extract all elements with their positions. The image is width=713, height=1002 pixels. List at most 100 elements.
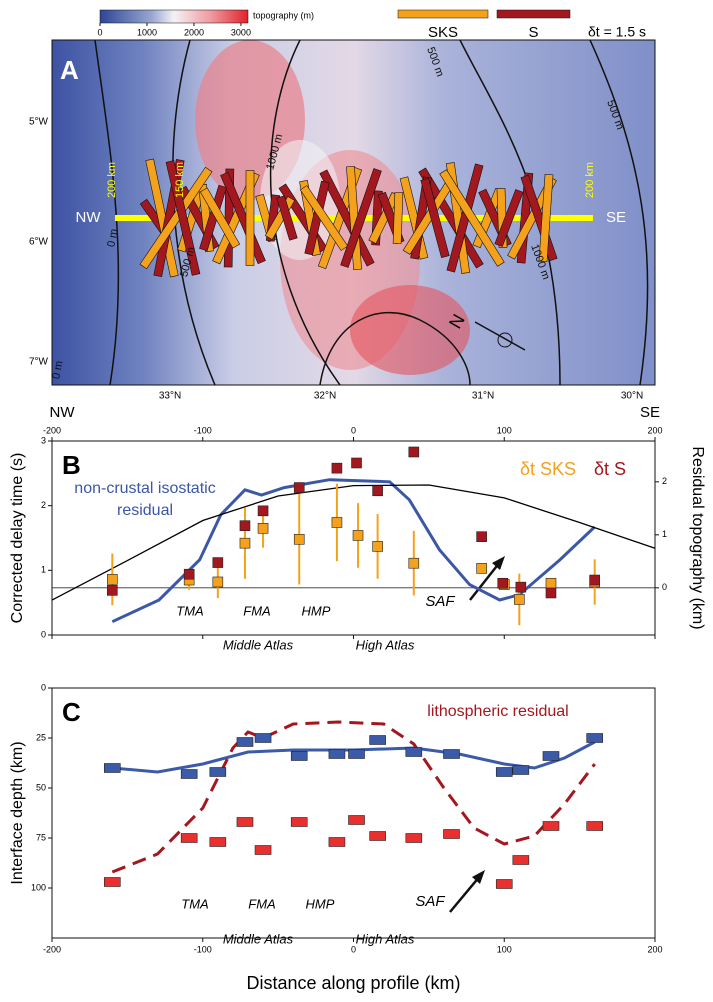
annotation: SAF <box>415 893 445 910</box>
marker <box>107 585 117 595</box>
y-tick-label: 1 <box>41 565 46 575</box>
annotation: High Atlas <box>356 931 415 946</box>
marker <box>210 838 226 847</box>
legend-label: SKS <box>428 24 458 41</box>
topography <box>350 285 470 375</box>
marker <box>107 574 117 584</box>
lon-label: 30°N <box>621 391 643 402</box>
colorbar-tick-label: 3000 <box>231 27 251 37</box>
panel-label: A <box>60 55 79 85</box>
legend-label: S <box>528 24 538 41</box>
colorbar <box>100 10 248 23</box>
direction-label: SE <box>640 404 660 421</box>
x-tick-label: -100 <box>194 944 212 954</box>
lon-label: 32°N <box>314 391 336 402</box>
marker <box>258 523 268 533</box>
annotation: HMP <box>306 896 335 911</box>
lon-label: 33°N <box>159 391 181 402</box>
marker <box>514 594 524 604</box>
annotation: FMA <box>243 603 270 618</box>
marker <box>181 770 197 779</box>
x-tick-label: 200 <box>647 425 662 435</box>
annotation: Middle Atlas <box>223 931 294 946</box>
line-series <box>112 722 594 872</box>
marker <box>294 483 304 493</box>
marker <box>513 766 529 775</box>
marker <box>332 463 342 473</box>
marker <box>213 577 223 587</box>
annotation: TMA <box>176 603 203 618</box>
marker <box>291 818 307 827</box>
distance-label: 200 km <box>106 162 118 198</box>
profile-end: NW <box>76 209 102 226</box>
map <box>52 40 655 385</box>
annotation: SAF <box>425 593 455 610</box>
marker <box>443 830 459 839</box>
y-axis-label: Interface depth (km) <box>9 741 26 884</box>
x-tick-label: 200 <box>647 944 662 954</box>
y-tick-label: 0 <box>41 682 46 692</box>
marker <box>406 834 422 843</box>
y-tick-label: 75 <box>36 832 46 842</box>
colorbar-tick-label: 2000 <box>184 27 204 37</box>
y-tick-label: 50 <box>36 782 46 792</box>
y-tick-label: 3 <box>41 435 46 445</box>
legend-label: δt SKS <box>520 459 576 479</box>
saf-arrow <box>450 876 480 912</box>
splitting-bar <box>393 192 403 243</box>
colorbar-tick-label: 0 <box>97 27 102 37</box>
x-tick-label: -100 <box>194 425 212 435</box>
x-axis-label: Distance along profile (km) <box>246 973 460 993</box>
marker <box>349 750 365 759</box>
x-tick-label: 0 <box>351 425 356 435</box>
lat-label: 7°W <box>29 357 49 368</box>
series-label: lithospheric residual <box>427 703 568 720</box>
marker <box>543 822 559 831</box>
y-tick-label: 25 <box>36 732 46 742</box>
marker <box>516 582 526 592</box>
annotation: HMP <box>302 603 331 618</box>
y-tick-label: 100 <box>31 882 46 892</box>
distance-label: 200 km <box>584 162 596 198</box>
marker <box>546 578 556 588</box>
marker <box>104 878 120 887</box>
page: {"map":{"panel_label":"A","colorbar":{"t… <box>0 0 713 1002</box>
marker <box>477 563 487 573</box>
marker <box>255 734 271 743</box>
distance-label: 150 km <box>174 162 186 198</box>
profile-end: SE <box>606 209 626 226</box>
marker <box>353 530 363 540</box>
marker <box>587 822 603 831</box>
marker <box>213 558 223 568</box>
marker <box>240 521 250 531</box>
series-label: non-crustal isostatic residual <box>70 478 220 522</box>
marker <box>181 834 197 843</box>
marker <box>373 541 383 551</box>
legend-swatch <box>398 10 488 18</box>
marker <box>590 575 600 585</box>
marker <box>329 750 345 759</box>
marker <box>104 764 120 773</box>
x-tick-label: 100 <box>497 944 512 954</box>
marker <box>406 748 422 757</box>
annotation: High Atlas <box>356 637 415 652</box>
marker <box>496 768 512 777</box>
marker <box>409 447 419 457</box>
annotation: Middle Atlas <box>223 637 294 652</box>
marker <box>255 846 271 855</box>
marker <box>237 818 253 827</box>
marker <box>496 880 512 889</box>
y-axis-label: Corrected delay time (s) <box>9 453 26 624</box>
lat-label: 5°W <box>29 117 49 128</box>
x-tick-label: 100 <box>497 425 512 435</box>
marker <box>294 534 304 544</box>
direction-label: NW <box>50 404 76 421</box>
annotation: TMA <box>181 896 208 911</box>
marker <box>184 569 194 579</box>
x-tick-label: -200 <box>43 944 61 954</box>
marker <box>240 538 250 548</box>
plot-frame <box>52 688 655 938</box>
marker <box>210 768 226 777</box>
colorbar-title: topography (m) <box>253 10 314 20</box>
scale-label: δt = 1.5 s <box>588 24 646 40</box>
